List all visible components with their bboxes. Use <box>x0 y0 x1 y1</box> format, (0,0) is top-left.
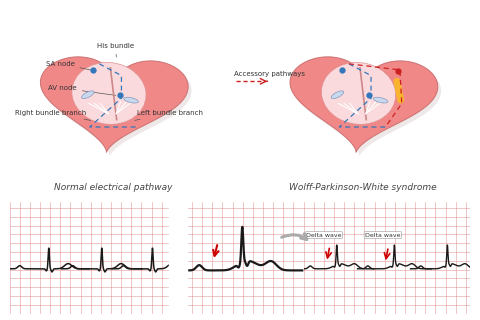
Polygon shape <box>293 61 441 156</box>
Bar <box>168 202 187 314</box>
Text: His bundle: His bundle <box>96 43 134 57</box>
Ellipse shape <box>124 97 138 103</box>
Text: Accessory pathways: Accessory pathways <box>234 71 305 77</box>
Text: Right bundle branch: Right bundle branch <box>15 110 91 120</box>
Polygon shape <box>40 57 188 152</box>
Polygon shape <box>44 61 192 156</box>
Text: Left bundle branch: Left bundle branch <box>135 110 204 120</box>
Text: Normal electrical pathway: Normal electrical pathway <box>54 183 172 192</box>
Ellipse shape <box>373 97 388 103</box>
Text: AV node: AV node <box>48 85 116 95</box>
Text: Delta wave: Delta wave <box>306 233 342 237</box>
Text: SA node: SA node <box>46 60 91 70</box>
Ellipse shape <box>322 62 396 124</box>
Polygon shape <box>290 57 438 152</box>
Text: Wolff-Parkinson-White syndrome: Wolff-Parkinson-White syndrome <box>288 183 436 192</box>
Text: Delta wave: Delta wave <box>365 233 401 237</box>
Ellipse shape <box>331 91 344 99</box>
Ellipse shape <box>72 62 146 124</box>
Ellipse shape <box>82 91 94 99</box>
